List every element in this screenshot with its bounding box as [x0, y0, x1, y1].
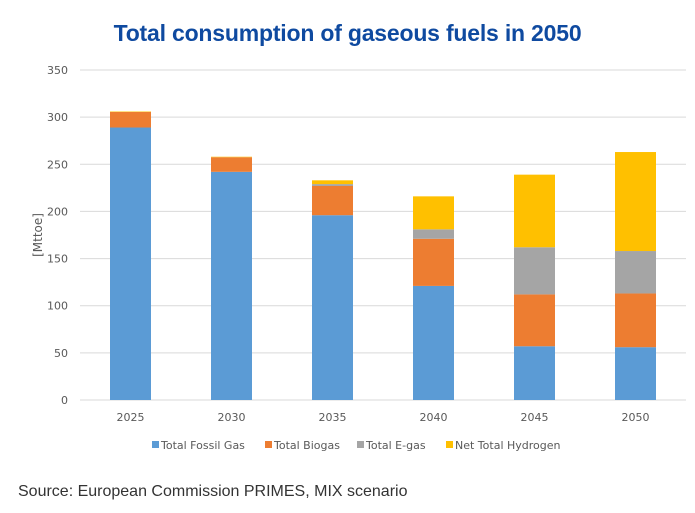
- bar-segment-total-e-gas-2040: [413, 229, 454, 239]
- bar-segment-total-biogas-2025: [110, 111, 151, 128]
- bar-segment-total-biogas-2045: [514, 294, 555, 347]
- y-tick-label: 250: [47, 158, 68, 171]
- chart-title: Total consumption of gaseous fuels in 20…: [113, 20, 582, 46]
- bar-segment-total-biogas-2035: [312, 185, 353, 216]
- bar-segment-net-total-hydrogen-2035: [312, 180, 353, 185]
- bar-segment-total-fossil-gas-2030: [211, 171, 252, 400]
- legend-swatch: [265, 441, 272, 448]
- x-tick-label: 2025: [117, 411, 145, 424]
- legend-label: Total E-gas: [365, 439, 426, 452]
- legend-swatch: [152, 441, 159, 448]
- bar-segment-total-e-gas-2035: [312, 184, 353, 186]
- x-tick-label: 2040: [420, 411, 448, 424]
- y-tick-label: 350: [47, 64, 68, 77]
- x-tick-label: 2035: [319, 411, 347, 424]
- y-axis-label: [Mttoe]: [31, 213, 45, 257]
- bar-segment-total-fossil-gas-2040: [413, 285, 454, 400]
- bar-segment-total-biogas-2040: [413, 238, 454, 286]
- bar-segment-total-fossil-gas-2045: [514, 346, 555, 400]
- legend: Total Fossil Gas Total Biogas Total E-gas N…: [152, 439, 561, 452]
- gridlines: [80, 69, 686, 401]
- bar-segment-net-total-hydrogen-2050: [615, 152, 656, 252]
- bar-segment-total-fossil-gas-2025: [110, 127, 151, 400]
- y-tick-label: 200: [47, 205, 68, 218]
- x-tick-label: 2030: [218, 411, 246, 424]
- y-tick-label: 150: [47, 253, 68, 266]
- y-tick-label: 100: [47, 300, 68, 313]
- bar-segment-total-fossil-gas-2035: [312, 215, 353, 400]
- x-tick-label: 2045: [521, 411, 549, 424]
- bar-segment-total-biogas-2030: [211, 157, 252, 172]
- bar-segment-total-e-gas-2050: [615, 251, 656, 294]
- y-axis-ticks: 0 50 100 150 200 250 300 350: [47, 64, 68, 407]
- y-tick-label: 300: [47, 111, 68, 124]
- bar-segment-net-total-hydrogen-2045: [514, 174, 555, 248]
- legend-label: Total Fossil Gas: [160, 439, 245, 452]
- legend-swatch: [446, 441, 453, 448]
- y-tick-label: 50: [54, 347, 68, 360]
- bars: [110, 111, 656, 400]
- bar-segment-total-fossil-gas-2050: [615, 347, 656, 400]
- bar-segment-total-e-gas-2045: [514, 247, 555, 295]
- legend-swatch: [357, 441, 364, 448]
- legend-label: Net Total Hydrogen: [455, 439, 561, 452]
- bar-segment-total-biogas-2050: [615, 293, 656, 348]
- x-axis-ticks: 2025 2030 2035 2040 2045 2050: [117, 411, 650, 424]
- y-tick-label: 0: [61, 394, 68, 407]
- bar-segment-net-total-hydrogen-2040: [413, 196, 454, 230]
- x-tick-label: 2050: [622, 411, 650, 424]
- legend-label: Total Biogas: [273, 439, 340, 452]
- source-note: Source: European Commission PRIMES, MIX …: [18, 483, 408, 500]
